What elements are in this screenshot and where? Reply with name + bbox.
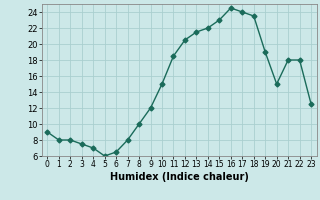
X-axis label: Humidex (Indice chaleur): Humidex (Indice chaleur) bbox=[110, 172, 249, 182]
